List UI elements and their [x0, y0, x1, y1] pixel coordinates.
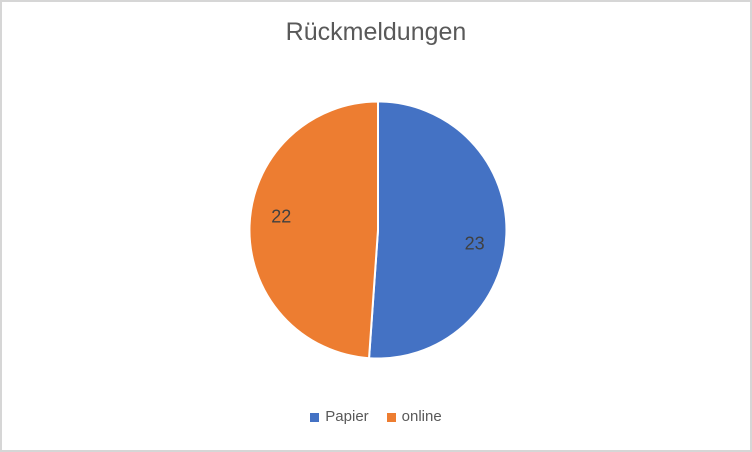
pie-slice-online[interactable]	[248, 100, 379, 360]
legend-label: online	[401, 408, 442, 425]
pie-slice-papier[interactable]	[368, 100, 508, 360]
legend-item-online[interactable]: online	[386, 408, 442, 426]
data-label-papier: 23	[465, 234, 485, 254]
legend-marker-papier	[310, 412, 320, 422]
chart-title: Rückmeldungen	[285, 18, 467, 46]
legend-marker-online	[386, 412, 396, 422]
legend-label: Papier	[325, 408, 369, 425]
data-label-online: 22	[271, 206, 291, 226]
legend: Papier online	[2, 408, 750, 426]
legend-item-papier[interactable]: Papier	[310, 408, 369, 426]
